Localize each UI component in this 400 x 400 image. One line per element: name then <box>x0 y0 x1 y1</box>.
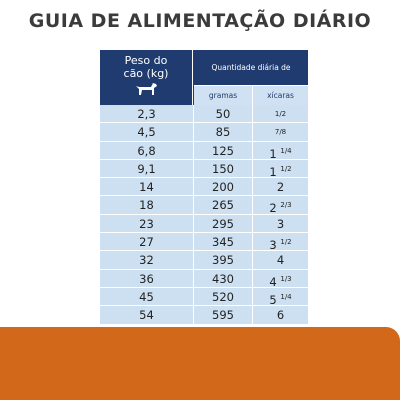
cups-cell: 1 1/2 <box>253 159 308 179</box>
table-row: 9,1 150 1 1/2 <box>100 159 308 179</box>
grams-cell: 85 <box>194 123 253 142</box>
orange-band <box>0 327 400 400</box>
cups-whole: 1 <box>269 146 277 161</box>
grams-cell: 125 <box>194 141 253 160</box>
grams-cell: 150 <box>194 159 253 179</box>
weight-cell: 14 <box>100 178 194 197</box>
table-row: 32 395 4 <box>100 251 308 270</box>
table-row: 27 345 3 1/2 <box>100 233 308 253</box>
grams-cell: 265 <box>194 196 253 215</box>
weight-header: Peso do cão (kg) <box>100 50 193 105</box>
cups-cell: 2 2/3 <box>253 196 308 216</box>
cups-cell: 3 <box>253 214 308 234</box>
cups-cell: 5 1/4 <box>253 287 308 307</box>
table-row: 14 200 2 <box>100 178 308 197</box>
table-body: 2,3 50 1/2 4,5 85 7/8 6,8 125 1 1/4 9,1 150 1 1/2 14… <box>100 105 308 325</box>
weight-cell: 23 <box>100 214 194 234</box>
weight-cell: 27 <box>100 233 194 252</box>
grams-cell: 295 <box>194 214 253 234</box>
table-row: 36 430 4 1/3 <box>100 269 308 289</box>
weight-cell: 6,8 <box>100 141 194 160</box>
table-header: Peso do cão (kg) Quantidade diária de al… <box>100 50 308 107</box>
cups-whole: 2 <box>269 201 277 216</box>
cups-cell: 4 1/3 <box>253 269 308 289</box>
cups-whole: 6 <box>276 308 285 323</box>
grams-cell: 395 <box>194 251 253 270</box>
cups-cell: 2 <box>253 178 308 197</box>
grams-cell: 520 <box>194 287 253 307</box>
cups-fraction: 1/2 <box>280 238 292 247</box>
table-row: 4,5 85 7/8 <box>100 123 308 142</box>
cups-fraction: 1/3 <box>280 274 292 283</box>
cups-fraction: 7/8 <box>274 128 287 137</box>
dog-icon <box>136 83 157 95</box>
title: GUIA DE ALIMENTAÇÃO DIÁRIO <box>28 10 372 32</box>
cups-whole: 1 <box>269 164 277 179</box>
weight-cell: 54 <box>100 306 194 325</box>
cups-fraction: 1/2 <box>280 164 292 173</box>
cups-cell: 4 <box>253 251 308 270</box>
weight-cell: 18 <box>100 196 194 215</box>
weight-cell: 45 <box>100 287 194 307</box>
cups-fraction: 2/3 <box>280 201 292 210</box>
cups-fraction: 1/4 <box>280 292 292 301</box>
weight-cell: 2,3 <box>100 105 194 124</box>
cups-whole: 3 <box>269 238 277 253</box>
cups-whole: 4 <box>276 253 285 268</box>
weight-cell: 9,1 <box>100 159 194 179</box>
grams-cell: 595 <box>194 306 253 325</box>
grams-header: gramas <box>194 86 253 105</box>
grams-cell: 430 <box>194 269 253 288</box>
cups-whole: 2 <box>276 180 285 195</box>
weight-cell: 4,5 <box>100 123 194 142</box>
cups-cell: 6 <box>253 306 308 325</box>
cups-fraction: 1/2 <box>274 110 287 118</box>
cups-fraction: 1/4 <box>280 146 292 155</box>
quantity-header: Quantidade diária de alimento <box>194 50 308 107</box>
grams-cell: 200 <box>194 178 253 197</box>
cups-cell: 7/8 <box>253 123 308 142</box>
weight-cell: 32 <box>100 251 194 270</box>
table-row: 18 265 2 2/3 <box>100 196 308 216</box>
feeding-table: Peso do cão (kg) Quantidade diária de al… <box>100 50 308 325</box>
grams-cell: 50 <box>194 105 253 124</box>
table-row: 45 520 5 1/4 <box>100 287 308 307</box>
cups-header: xícaras <box>253 86 308 105</box>
cups-whole: 3 <box>276 216 285 231</box>
table-row: 6,8 125 1 1/4 <box>100 141 308 161</box>
table-row: 23 295 3 <box>100 214 308 234</box>
grams-cell: 345 <box>194 233 253 252</box>
weight-header-text: Peso do cão (kg) <box>123 54 169 80</box>
cups-whole: 4 <box>269 274 277 289</box>
table-row: 54 595 6 <box>100 306 308 325</box>
weight-cell: 36 <box>100 269 194 288</box>
cups-cell: 1/2 <box>253 105 308 124</box>
cups-whole: 5 <box>269 292 277 307</box>
cups-cell: 3 1/2 <box>253 233 308 253</box>
table-row: 2,3 50 1/2 <box>100 105 308 124</box>
cups-cell: 1 1/4 <box>253 141 308 161</box>
